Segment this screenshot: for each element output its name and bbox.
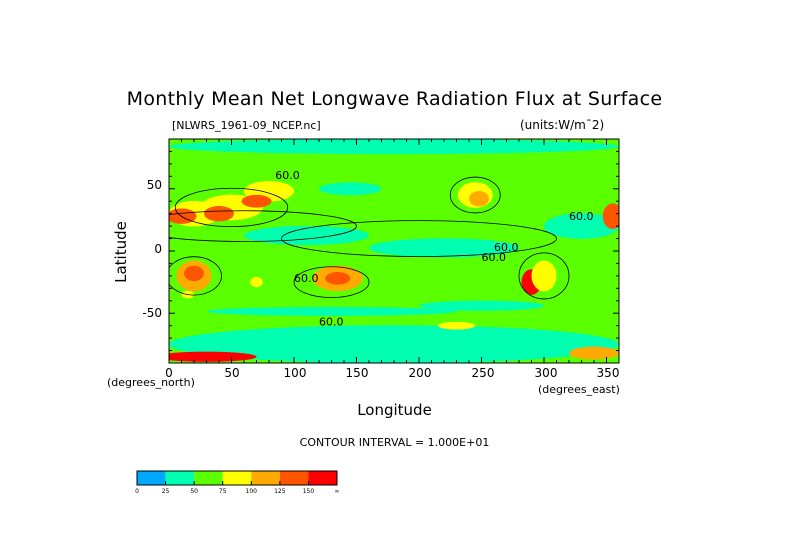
contour-label: 60.0	[319, 316, 344, 329]
colorbar-swatch	[137, 471, 166, 485]
contour-line	[293, 266, 370, 298]
contour-line	[518, 252, 570, 300]
y-tick-label: 0	[154, 242, 162, 256]
contour-line	[174, 187, 289, 228]
warm-contour-region	[241, 194, 272, 208]
x-tick-label: 300	[534, 366, 558, 380]
warm-contour-region	[250, 276, 263, 288]
warm-contour-region	[169, 351, 257, 362]
colorbar-swatch	[251, 471, 280, 485]
contour-line	[449, 176, 501, 214]
colorbar-label: 100	[245, 488, 257, 495]
colorbar-label: ∞	[334, 488, 340, 495]
colorbar-frame	[136, 470, 338, 486]
level-25-50-region	[544, 213, 619, 239]
contour-line	[281, 220, 557, 257]
warm-contour-region	[204, 205, 234, 222]
colorbar-swatch	[194, 471, 223, 485]
colorbar-label: 25	[161, 488, 170, 495]
chart-subtitle: [NLWRS_1961-09_NCEP.nc]	[172, 119, 321, 132]
level-25-50-region	[419, 300, 544, 311]
y-tick-label: 50	[146, 178, 162, 192]
level-25-50-region	[169, 325, 619, 363]
colorbar-swatch	[165, 471, 195, 485]
y-tick-label: -50	[142, 306, 162, 320]
level-25-50-region	[319, 182, 382, 196]
warm-contour-region	[184, 265, 204, 282]
colorbar-label: 75	[218, 488, 227, 495]
x-tick-label: 100	[283, 366, 307, 380]
contour-line	[169, 256, 222, 296]
contour-label: 60.0	[494, 241, 519, 254]
warm-contour-region	[602, 203, 619, 229]
x-tick-label: 350	[596, 366, 620, 380]
contour-label: 60.0	[482, 251, 507, 264]
level-25-50-region	[369, 238, 519, 258]
colorbar-label: 125	[274, 488, 286, 495]
y-axis-label: Latitude	[112, 221, 130, 283]
x-tick-label: 200	[408, 366, 432, 380]
contour-label: 60.0	[569, 210, 594, 223]
contour-label: 60.0	[294, 272, 319, 285]
colorbar-label: 0	[135, 488, 139, 495]
warm-contour-region	[569, 346, 619, 360]
x-axis-label: Longitude	[357, 401, 432, 419]
x-tick-label: 0	[165, 366, 173, 380]
level-25-50-region	[169, 139, 619, 155]
units-label: (units:W/m¯2)	[520, 118, 605, 132]
colorbar-swatch	[222, 471, 252, 485]
colorbar-swatch	[308, 471, 337, 485]
y-unit-note: (degrees_north)	[107, 376, 195, 389]
contour-field: 60.060.060.060.060.060.0	[169, 139, 619, 363]
warm-contour-region	[325, 271, 351, 285]
colorbar-swatch	[279, 471, 309, 485]
colorbar-label: 50	[190, 488, 198, 495]
warm-contour-region	[531, 260, 557, 292]
level-25-50-region	[206, 306, 457, 316]
contour-interval-text: CONTOUR INTERVAL = 1.000E+01	[299, 436, 490, 449]
x-tick-label: 150	[345, 366, 369, 380]
chart-title: Monthly Mean Net Longwave Radiation Flux…	[126, 88, 663, 110]
contour-label: 60.0	[275, 169, 300, 182]
contour-line	[169, 210, 357, 242]
colorbar-label: 150	[302, 488, 315, 495]
x-unit-note: (degrees_east)	[538, 383, 620, 396]
level-25-50-region	[244, 225, 369, 246]
x-tick-label: 250	[471, 366, 495, 380]
warm-contour-region	[469, 191, 489, 207]
x-tick-label: 50	[224, 366, 240, 380]
warm-contour-region	[437, 321, 476, 330]
